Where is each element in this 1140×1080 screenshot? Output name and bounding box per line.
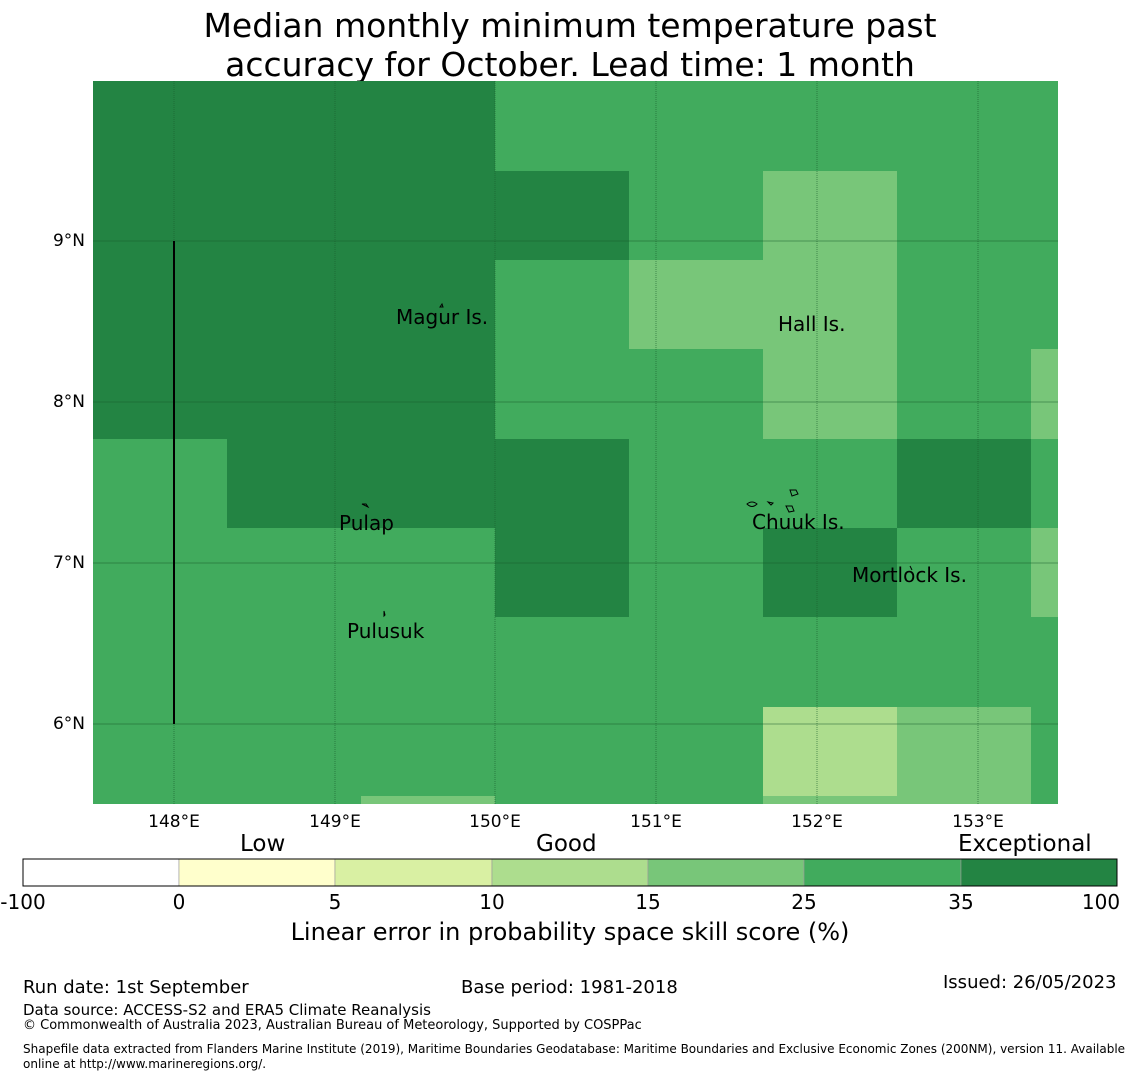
- colorbar-tick: -100: [0, 890, 46, 914]
- place-pulusuk: Pulusuk: [347, 619, 425, 643]
- colorbar-swatch: [647, 858, 805, 887]
- colorbar-tick: 35: [948, 890, 974, 914]
- copyright: © Commonwealth of Australia 2023, Austra…: [23, 1018, 642, 1033]
- graticule: [93, 81, 1058, 804]
- lon-label-152e: 152°E: [791, 812, 843, 832]
- title-line-1: Median monthly minimum temperature past: [203, 6, 937, 45]
- data-source: Data source: ACCESS-S2 and ERA5 Climate …: [23, 1001, 431, 1019]
- score-cell: [1031, 528, 1058, 617]
- score-cell: [897, 707, 1031, 804]
- colorbar-tick: 100: [1081, 890, 1121, 914]
- colorbar-swatch: [178, 858, 336, 887]
- lon-label-149e: 149°E: [309, 812, 361, 832]
- island-outline: [785, 505, 795, 513]
- place-chuuk: Chuuk Is.: [752, 510, 845, 534]
- score-cell: [763, 707, 897, 796]
- colorbar-category-good: Good: [536, 831, 597, 857]
- score-cell: [495, 439, 629, 617]
- island-outline: [789, 489, 799, 497]
- colorbar-category-low: Low: [240, 831, 286, 857]
- score-grid: [93, 81, 1058, 804]
- score-cell: [897, 439, 1031, 528]
- lat-label-7n: 7°N: [52, 553, 85, 573]
- run-date: Run date: 1st September: [23, 977, 249, 998]
- colorbar-swatch: [803, 858, 962, 887]
- score-cell: [495, 171, 629, 260]
- score-cell: [1031, 349, 1058, 439]
- issued-date: Issued: 26/05/2023: [943, 972, 1117, 993]
- colorbar-category-exceptional: Exceptional: [958, 831, 1092, 857]
- lat-label-8n: 8°N: [52, 392, 85, 412]
- island-outline: [766, 501, 775, 506]
- score-cell: [227, 439, 495, 528]
- island-outline: [361, 503, 370, 509]
- colorbar-label: Linear error in probability space skill …: [290, 918, 850, 946]
- score-cell: [361, 796, 495, 804]
- score-cell: [763, 171, 897, 439]
- lat-label-9n: 9°N: [52, 231, 85, 251]
- shapefile-credit-line-1: Shapefile data extracted from Flanders M…: [23, 1042, 1126, 1056]
- score-cell: [629, 260, 763, 349]
- lon-label-150e: 150°E: [469, 812, 521, 832]
- island-outline: [909, 565, 913, 571]
- map-title: Median monthly minimum temperature past …: [0, 6, 1140, 84]
- place-mortlock: Mortlock Is.: [852, 563, 967, 587]
- colorbar-swatch: [334, 858, 493, 887]
- shapefile-credit-line-2: online at http://www.marineregions.org/.: [23, 1057, 267, 1071]
- lon-label-148e: 148°E: [148, 812, 200, 832]
- place-hall: Hall Is.: [778, 312, 846, 336]
- score-cell: [763, 528, 897, 617]
- place-magur: Magur Is.: [396, 305, 489, 329]
- island-outline: [746, 501, 758, 507]
- colorbar-swatch: [491, 858, 649, 887]
- lat-label-6n: 6°N: [52, 714, 85, 734]
- colorbar-tick: 0: [172, 890, 186, 914]
- score-cell: [93, 81, 495, 439]
- colorbar-frame: [22, 858, 1118, 887]
- colorbar-tick: 15: [635, 890, 661, 914]
- colorbar-tick: 10: [479, 890, 505, 914]
- colorbar-tick: 5: [328, 890, 342, 914]
- lon-label-151e: 151°E: [630, 812, 682, 832]
- colorbar-swatch: [22, 858, 180, 887]
- lon-label-153e: 153°E: [952, 812, 1004, 832]
- colorbar-swatch: [960, 858, 1118, 887]
- base-period: Base period: 1981-2018: [461, 977, 678, 998]
- place-pulap: Pulap: [339, 511, 394, 535]
- score-cell: [763, 796, 897, 804]
- colorbar: [22, 858, 1118, 887]
- island-outline: [383, 610, 386, 618]
- title-line-2: accuracy for October. Lead time: 1 month: [225, 45, 915, 84]
- colorbar-tick: 25: [791, 890, 817, 914]
- island-outline: [439, 302, 444, 308]
- island-outlines: [361, 302, 913, 618]
